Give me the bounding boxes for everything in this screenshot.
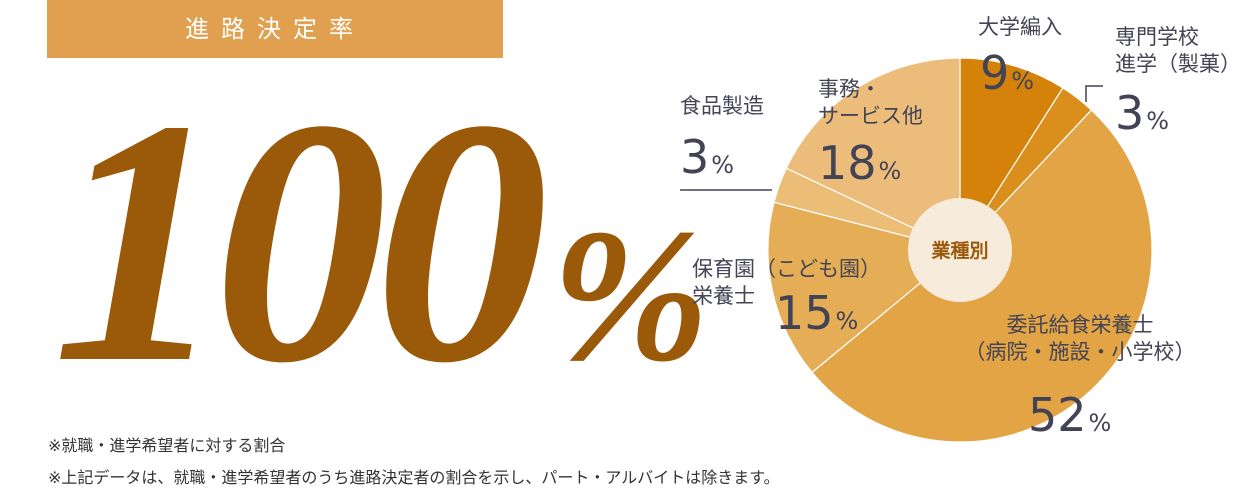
slice-label: 事務・ サービス他 bbox=[818, 77, 923, 128]
pie-slice bbox=[959, 57, 1064, 253]
center-label: 業種別 bbox=[930, 239, 988, 262]
headline-value: 100 bbox=[52, 47, 549, 435]
pie-slice bbox=[785, 57, 961, 251]
slice-value: 3% bbox=[680, 134, 734, 188]
center-circle bbox=[908, 198, 1012, 302]
slice-label: 大学編入 bbox=[978, 15, 1062, 39]
value-number: 9 bbox=[980, 46, 1010, 100]
value-number: 3 bbox=[680, 130, 710, 184]
value-unit: % bbox=[1011, 67, 1035, 95]
value-number: 52 bbox=[1028, 388, 1087, 442]
slice-label: 委託給食栄養士 （病院・施設・小学校） bbox=[964, 313, 1196, 364]
header-title: 進路決定率 bbox=[47, 0, 503, 58]
slice-label: 保育園（こども園） 栄養士 bbox=[692, 257, 881, 308]
headline: 100% bbox=[52, 40, 709, 443]
value-number: 3 bbox=[1115, 86, 1145, 140]
value-unit: % bbox=[878, 157, 902, 185]
slice-value: 18% bbox=[818, 140, 901, 194]
slice-value: 9% bbox=[980, 50, 1034, 104]
note: ※就職・進学希望者に対する割合 bbox=[48, 436, 286, 455]
note: ※上記データは、就職・進学希望者のうち進路決定者の割合を示し、パート・アルバイト… bbox=[48, 468, 780, 487]
value-unit: % bbox=[1088, 409, 1112, 437]
slice-value: 3% bbox=[1115, 90, 1169, 144]
headline-unit: % bbox=[551, 191, 710, 401]
value-unit: % bbox=[711, 151, 735, 179]
value-unit: % bbox=[1146, 107, 1170, 135]
value-number: 15 bbox=[775, 286, 834, 340]
slice-value: 52% bbox=[1028, 392, 1111, 446]
leader-line bbox=[1085, 85, 1103, 102]
value-number: 18 bbox=[818, 136, 877, 190]
value-unit: % bbox=[835, 307, 859, 335]
slice-label: 専門学校 進学（製菓） bbox=[1115, 25, 1241, 76]
slice-label: 食品製造 bbox=[680, 94, 764, 118]
slice-value: 15% bbox=[775, 290, 858, 344]
